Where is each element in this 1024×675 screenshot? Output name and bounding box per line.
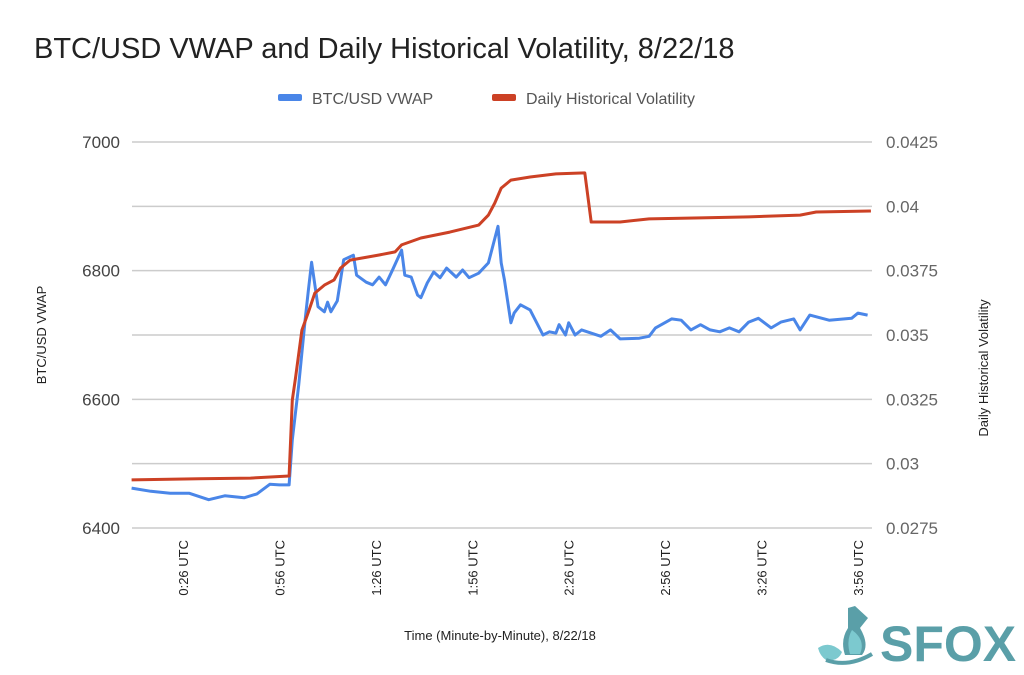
y-axis-right: 0.0275 0.03 0.0325 0.035 0.0375 0.04 0.0425 bbox=[886, 133, 938, 538]
y2-tick-label: 0.03 bbox=[886, 455, 919, 474]
x-axis: 0:26 UTC 0:56 UTC 1:26 UTC 1:56 UTC 2:26 UTC… bbox=[176, 540, 866, 596]
x-tick-label: 1:56 UTC bbox=[465, 540, 480, 596]
x-tick-label: 2:26 UTC bbox=[562, 540, 577, 596]
series-lines bbox=[131, 171, 871, 502]
y-tick-label: 6600 bbox=[82, 390, 120, 409]
y-tick-label: 6800 bbox=[82, 262, 120, 281]
fox-icon bbox=[818, 606, 874, 665]
y2-tick-label: 0.0375 bbox=[886, 262, 938, 281]
gridlines bbox=[132, 141, 872, 529]
legend-swatch-vwap bbox=[278, 94, 302, 101]
y-axis-label: BTC/USD VWAP bbox=[34, 286, 49, 384]
x-tick-label: 0:26 UTC bbox=[176, 540, 191, 596]
x-axis-label: Time (Minute-by-Minute), 8/22/18 bbox=[404, 628, 596, 643]
legend-label-volatility: Daily Historical Volatility bbox=[526, 91, 695, 108]
y2-tick-label: 0.0325 bbox=[886, 390, 938, 409]
y-tick-label: 6400 bbox=[82, 519, 120, 538]
legend: BTC/USD VWAP Daily Historical Volatility bbox=[278, 91, 695, 108]
x-tick-label: 3:26 UTC bbox=[755, 540, 770, 596]
legend-swatch-volatility bbox=[492, 94, 516, 101]
y-tick-label: 7000 bbox=[82, 133, 120, 152]
volatility-line bbox=[131, 171, 871, 482]
y2-tick-label: 0.0425 bbox=[886, 133, 938, 152]
sfox-logo: SFOX bbox=[818, 606, 1016, 672]
legend-label-vwap: BTC/USD VWAP bbox=[312, 91, 433, 108]
vwap-line bbox=[131, 224, 868, 502]
x-tick-label: 2:56 UTC bbox=[658, 540, 673, 596]
y-axis-left: 6400 6600 6800 7000 bbox=[82, 133, 120, 538]
y2-tick-label: 0.04 bbox=[886, 197, 919, 216]
x-tick-label: 0:56 UTC bbox=[272, 540, 287, 596]
chart-title: BTC/USD VWAP and Daily Historical Volati… bbox=[34, 33, 735, 65]
x-tick-label: 1:26 UTC bbox=[369, 540, 384, 596]
y2-tick-label: 0.035 bbox=[886, 326, 929, 345]
y2-tick-label: 0.0275 bbox=[886, 519, 938, 538]
y2-axis-label: Daily Historical Volatility bbox=[976, 299, 991, 437]
x-tick-label: 3:56 UTC bbox=[851, 540, 866, 596]
logo-text: SFOX bbox=[880, 616, 1016, 672]
